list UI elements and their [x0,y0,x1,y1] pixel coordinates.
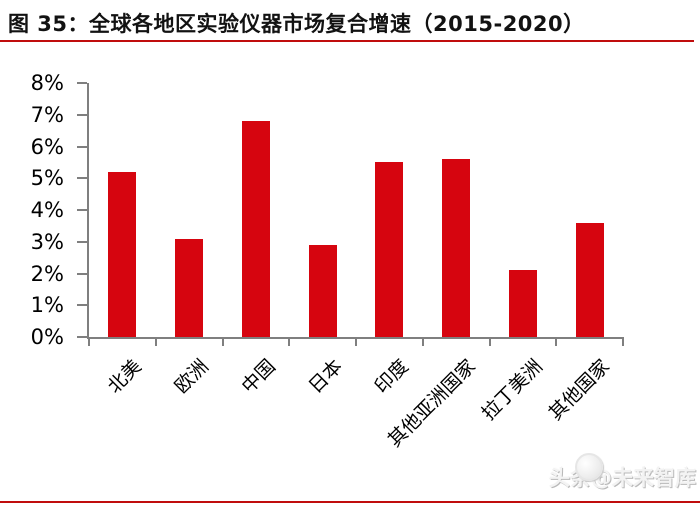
y-axis-tick [77,145,87,148]
watermark: 头条@未来智库 [549,453,696,497]
y-axis-tick [77,336,87,338]
watermark-text: 头条@未来智库 [549,466,696,490]
x-axis-tick [154,337,157,346]
x-axis-label: 拉丁美洲 [477,355,547,425]
y-axis-tick-label: 2% [30,261,64,286]
y-axis-tick-label: 6% [30,134,64,159]
x-axis-labels: 北美 欧洲 中国 日本 印度 其他亚洲国家 拉丁美洲 其他国家 [89,355,623,506]
x-axis-tick [421,337,424,346]
y-axis-tick [77,209,87,211]
bar-其他亚洲国家 [442,159,471,337]
x-axis-label: 欧洲 [170,355,213,398]
x-axis-tick [221,337,224,346]
x-axis-tick [622,337,624,346]
x-axis-tick [88,337,90,346]
y-axis-tick-label: 7% [30,102,64,127]
x-axis-tick [355,337,357,346]
y-axis-tick-label: 5% [30,166,64,191]
x-axis-label: 中国 [237,355,280,398]
x-axis-label: 北美 [103,355,147,398]
bar-欧洲 [175,238,204,337]
y-axis-tick [77,113,87,116]
y-axis-tick-label: 1% [30,293,64,318]
title-underline-rule [0,40,694,42]
y-axis-tick [77,177,87,180]
y-axis-tick-label: 0% [30,325,64,349]
y-axis-tick [77,82,87,84]
y-axis-labels: 0% 1% 2% 3% 4% 5% 6% 7% 8% [0,72,64,348]
bar-其他国家 [575,222,604,337]
y-axis-tick [77,304,87,307]
x-axis-label: 印度 [370,355,414,398]
toutiao-avatar-icon [575,453,603,481]
chart-title: 图 35：全球各地区实验仪器市场复合增速（2015-2020） [8,12,585,36]
bar-日本 [308,244,337,337]
plot-area [77,82,624,346]
bar-拉丁美洲 [508,270,537,337]
y-axis-tick [77,240,87,243]
bottom-rule [0,501,700,503]
bar-印度 [375,162,404,337]
y-axis-tick-label: 8% [30,71,64,95]
x-axis-tick [488,337,491,346]
x-axis-tick [555,337,558,346]
bar-中国 [241,121,270,337]
y-axis-tick-label: 4% [30,198,64,222]
x-axis-label: 日本 [304,355,347,398]
bar-北美 [108,171,137,337]
x-axis-label: 其他国家 [544,355,614,425]
y-axis-tick-label: 3% [30,229,64,254]
x-axis-tick [288,337,291,346]
y-axis-tick [77,272,87,275]
